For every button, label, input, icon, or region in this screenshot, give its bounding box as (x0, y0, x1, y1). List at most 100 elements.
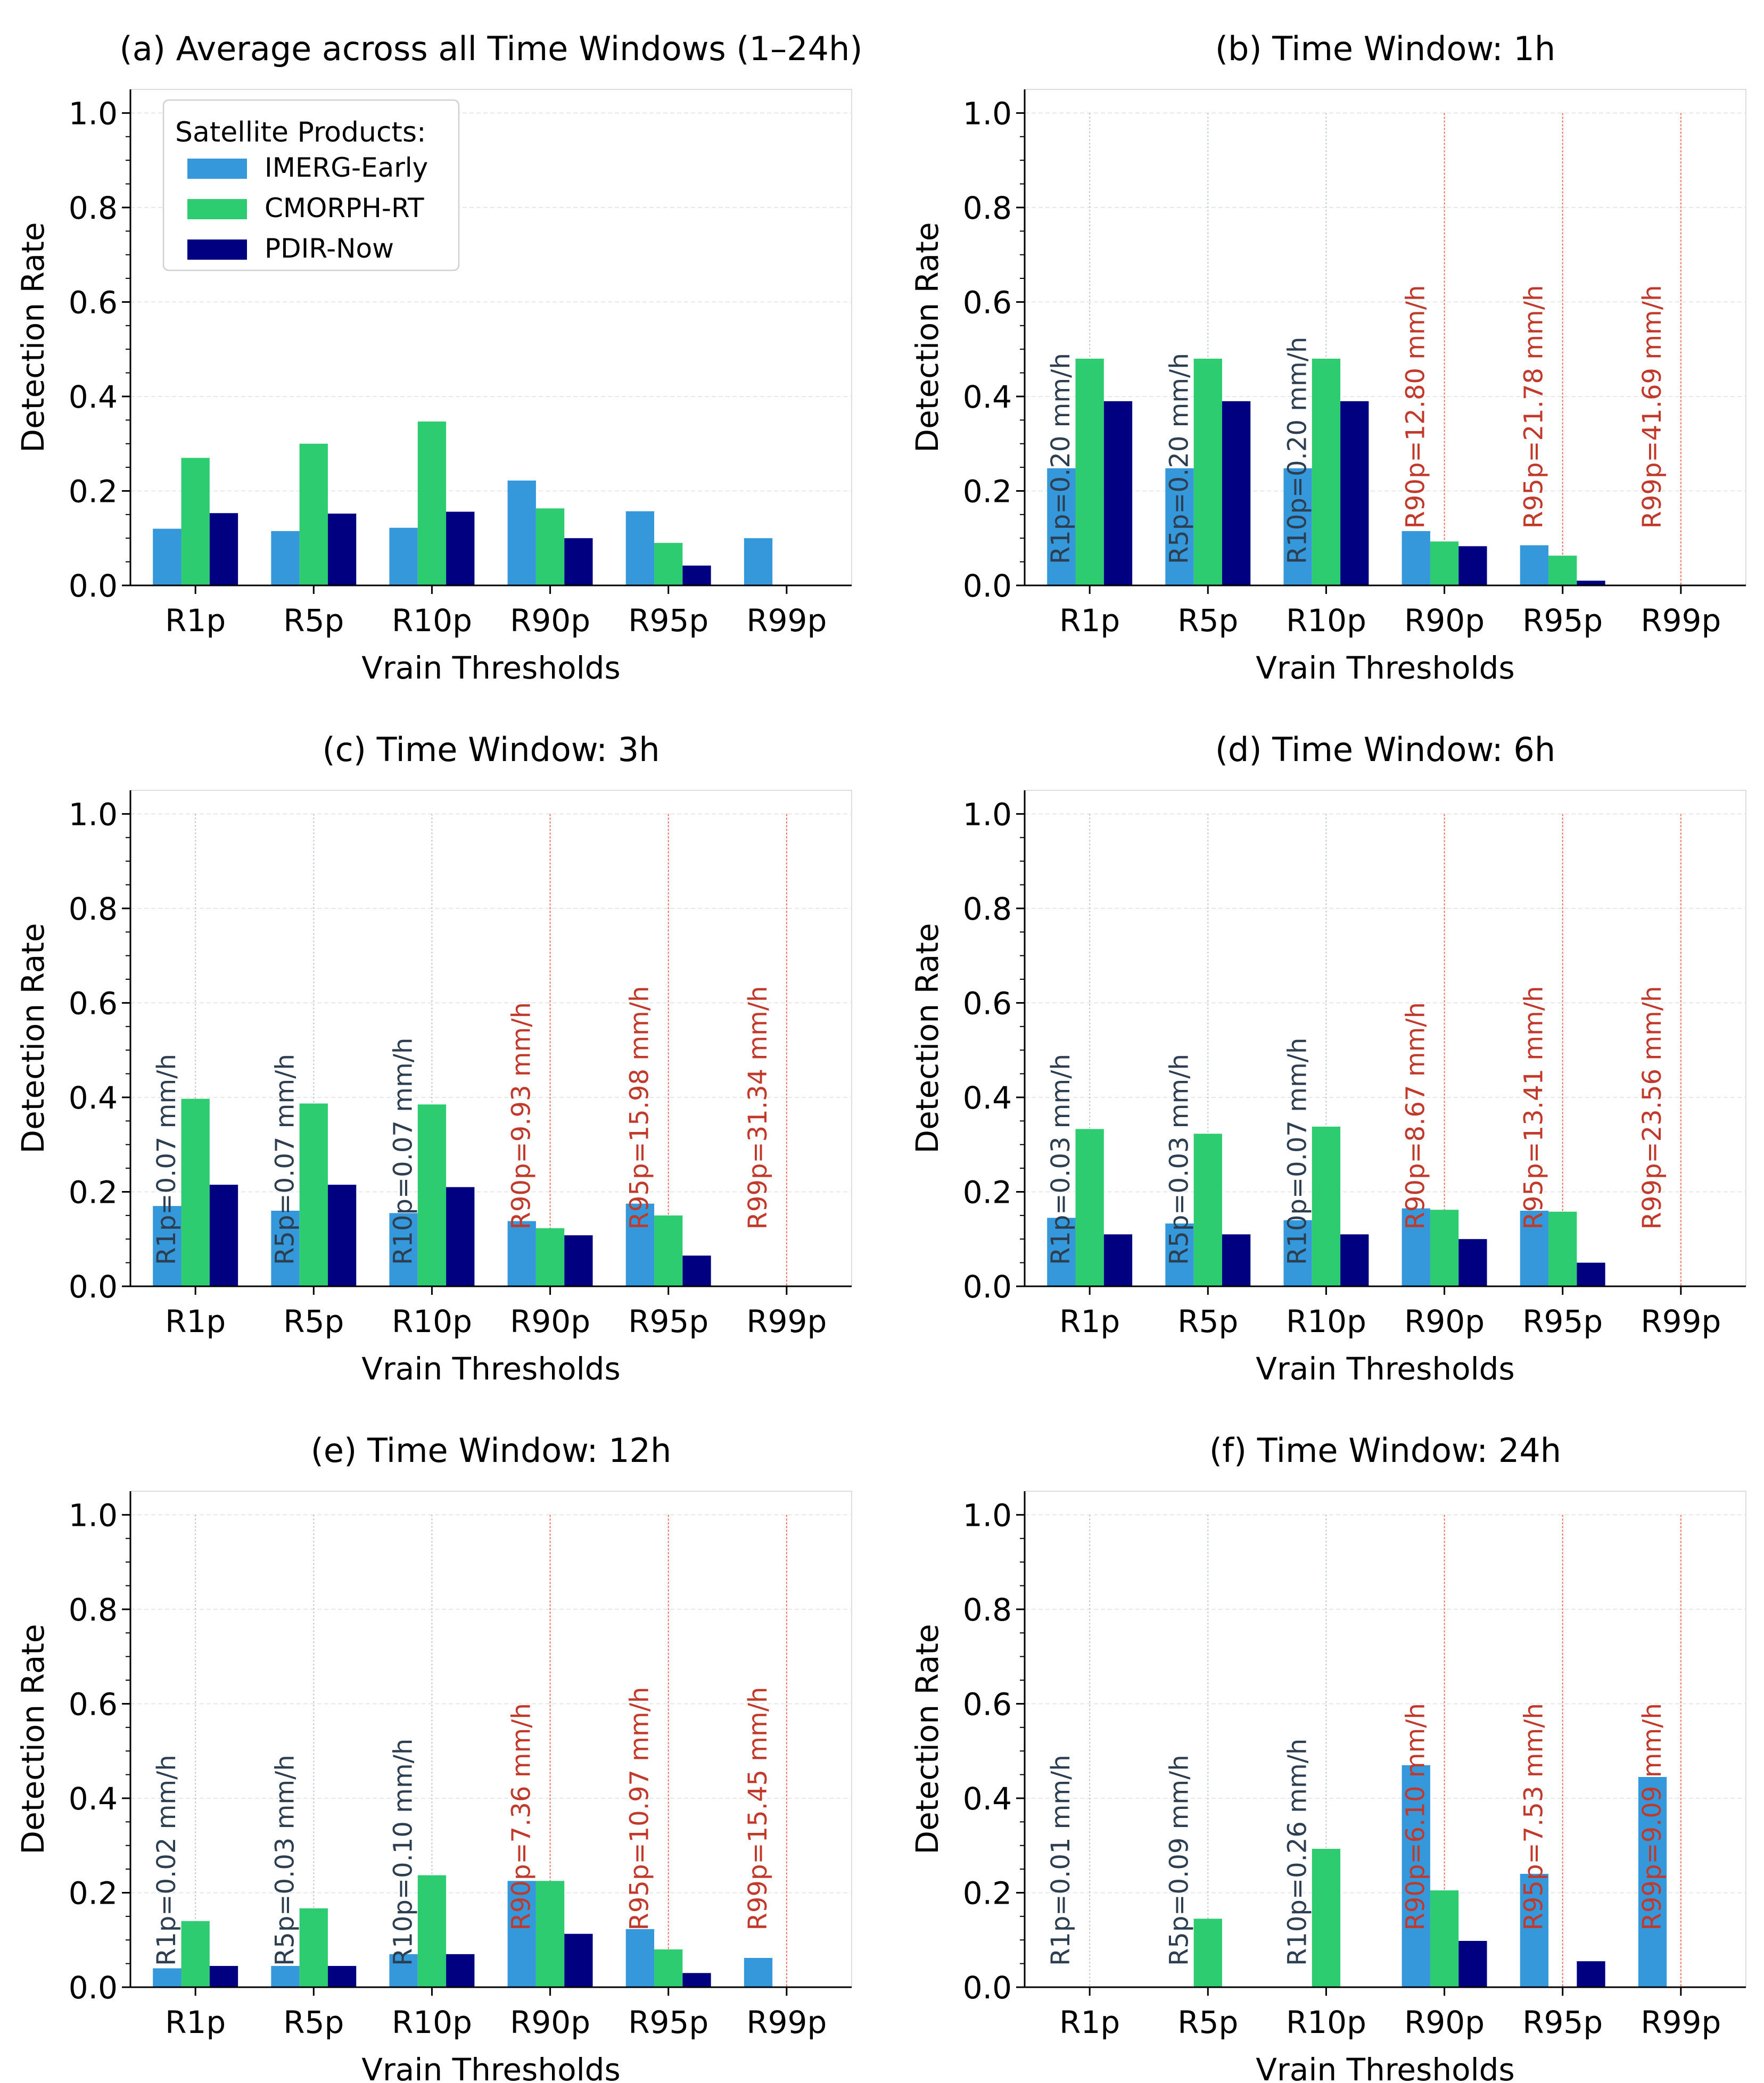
x-tick-label: R10p (1286, 1303, 1366, 1340)
bar-cmorph-rt (417, 1875, 447, 1987)
bar-pdir-now (1458, 546, 1487, 585)
bar-cmorph-rt (654, 543, 683, 585)
threshold-label: R95p=7.53 mm/h (1519, 1703, 1549, 1930)
bar-cmorph-rt (1312, 1848, 1341, 1987)
y-tick-label: 0.4 (69, 1781, 118, 1817)
x-tick-label: R99p (1641, 602, 1721, 639)
x-axis-label: Vrain Thresholds (361, 650, 620, 686)
bar-cmorph-rt (535, 508, 565, 585)
bar-pdir-now (564, 538, 593, 585)
threshold-label: R95p=10.97 mm/h (625, 1687, 655, 1931)
bar-pdir-now (1103, 1234, 1133, 1286)
x-tick-label: R1p (165, 2004, 226, 2040)
x-tick-label: R95p (1522, 1303, 1603, 1340)
x-tick-label: R90p (1404, 1303, 1485, 1340)
x-tick-label: R95p (1522, 602, 1603, 639)
panel-d: 0.0 0.2 0.4 0.6 0.8 1.0 R1p=0.03 mm/h R5p=0.03 … (909, 730, 1746, 1387)
threshold-label: R95p=21.78 mm/h (1519, 285, 1549, 529)
x-axis-label: Vrain Thresholds (361, 1351, 620, 1387)
bar-pdir-now (564, 1933, 593, 1987)
bar-pdir-now (327, 1185, 357, 1286)
x-tick-label: R5p (1177, 1303, 1238, 1340)
threshold-label: R99p=41.69 mm/h (1637, 285, 1667, 529)
y-tick-label: 1.0 (69, 95, 118, 131)
x-tick-label: R5p (283, 2004, 344, 2040)
bar-pdir-now (446, 511, 475, 585)
x-tick-label: R99p (746, 602, 827, 639)
bar-cmorph-rt (535, 1228, 565, 1286)
bar-imerg-early (1402, 1208, 1430, 1286)
bar-imerg-early (389, 1213, 418, 1286)
bar-cmorph-rt (417, 1104, 447, 1286)
bar-imerg-early (507, 480, 536, 585)
bar-pdir-now (1458, 1941, 1487, 1987)
x-tick-label: R95p (628, 1303, 708, 1340)
bar-cmorph-rt (1075, 1129, 1104, 1286)
x-tick-label: R90p (510, 1303, 590, 1340)
y-axis-label: Detection Rate (909, 222, 945, 452)
bar-pdir-now (327, 1966, 357, 1987)
x-tick-label: R5p (1177, 602, 1238, 639)
x-axis-label: Vrain Thresholds (1256, 650, 1514, 686)
bar-pdir-now (1340, 401, 1369, 585)
threshold-label: R5p=0.20 mm/h (1164, 353, 1194, 564)
x-tick-label: R1p (1059, 602, 1120, 639)
bar-pdir-now (1577, 1961, 1605, 1987)
legend-entry: IMERG-Early (265, 152, 428, 183)
bar-imerg-early (1047, 468, 1076, 585)
legend-title: Satellite Products: (175, 117, 426, 148)
y-tick-label: 0.8 (963, 891, 1012, 927)
bar-pdir-now (682, 565, 711, 585)
panel-title: (e) Time Window: 12h (311, 1431, 672, 1470)
x-tick-label: R95p (1522, 2004, 1603, 2040)
threshold-label: R1p=0.07 mm/h (152, 1054, 182, 1265)
panel-a: 0.0 0.2 0.4 0.6 0.8 1.0 R1p R5p R10p R90p R95p R99p… (15, 29, 862, 686)
y-tick-label: 0.4 (963, 1781, 1012, 1817)
bar-pdir-now (1103, 401, 1133, 585)
threshold-label: R99p=9.09 mm/h (1637, 1703, 1667, 1930)
y-tick-label: 0.4 (963, 379, 1012, 415)
threshold-label: R10p=0.07 mm/h (388, 1038, 418, 1265)
x-tick-label: R99p (746, 1303, 827, 1340)
bar-cmorph-rt (1430, 1890, 1459, 1987)
y-axis-label: Detection Rate (909, 1624, 945, 1854)
bar-cmorph-rt (417, 421, 447, 585)
threshold-label: R99p=15.45 mm/h (743, 1687, 773, 1931)
y-tick-label: 0.6 (69, 985, 118, 1021)
panel-f: 0.0 0.2 0.4 0.6 0.8 1.0 R1p=0.01 mm/h R5p=0.09 … (909, 1431, 1746, 2083)
x-tick-label: R90p (1404, 2004, 1485, 2040)
threshold-label: R5p=0.03 mm/h (270, 1755, 300, 1966)
bar-imerg-early (1283, 1220, 1312, 1286)
threshold-label: R10p=0.20 mm/h (1282, 337, 1312, 564)
y-tick-label: 1.0 (69, 1497, 118, 1533)
threshold-label: R90p=7.36 mm/h (507, 1703, 537, 1930)
threshold-label: R5p=0.09 mm/h (1164, 1755, 1194, 1966)
y-tick-label: 0.4 (69, 1080, 118, 1116)
bar-cmorph-rt (535, 1881, 565, 1987)
y-tick-label: 0.2 (69, 1174, 118, 1210)
y-tick-label: 0.2 (963, 1174, 1012, 1210)
legend-swatch (187, 159, 247, 179)
x-axis-label: Vrain Thresholds (1256, 1351, 1514, 1387)
bar-imerg-early (153, 528, 182, 585)
bar-pdir-now (209, 1185, 238, 1286)
bar-imerg-early (744, 538, 773, 585)
y-tick-label: 0.6 (963, 284, 1012, 320)
threshold-label: R90p=6.10 mm/h (1401, 1703, 1431, 1930)
panel-c: 0.0 0.2 0.4 0.6 0.8 1.0 R1p=0.07 mm/h R5p=0.07 … (15, 730, 852, 1387)
legend-swatch (187, 239, 247, 260)
legend-box (162, 99, 460, 271)
bar-imerg-early (1638, 1777, 1667, 1987)
y-tick-label: 0.0 (963, 1269, 1012, 1305)
panel-title: (c) Time Window: 3h (322, 730, 660, 769)
threshold-label: R5p=0.03 mm/h (1164, 1054, 1194, 1265)
y-tick-label: 0.6 (963, 985, 1012, 1021)
bar-imerg-early (1047, 1218, 1076, 1286)
threshold-label: R1p=0.02 mm/h (152, 1755, 182, 1966)
threshold-label: R1p=0.01 mm/h (1046, 1755, 1076, 1966)
bar-pdir-now (209, 1966, 238, 1987)
panel-title: (a) Average across all Time Windows (1–2… (120, 29, 863, 68)
y-tick-label: 0.8 (963, 1592, 1012, 1628)
y-tick-label: 1.0 (69, 796, 118, 832)
threshold-label: R95p=15.98 mm/h (625, 986, 655, 1230)
